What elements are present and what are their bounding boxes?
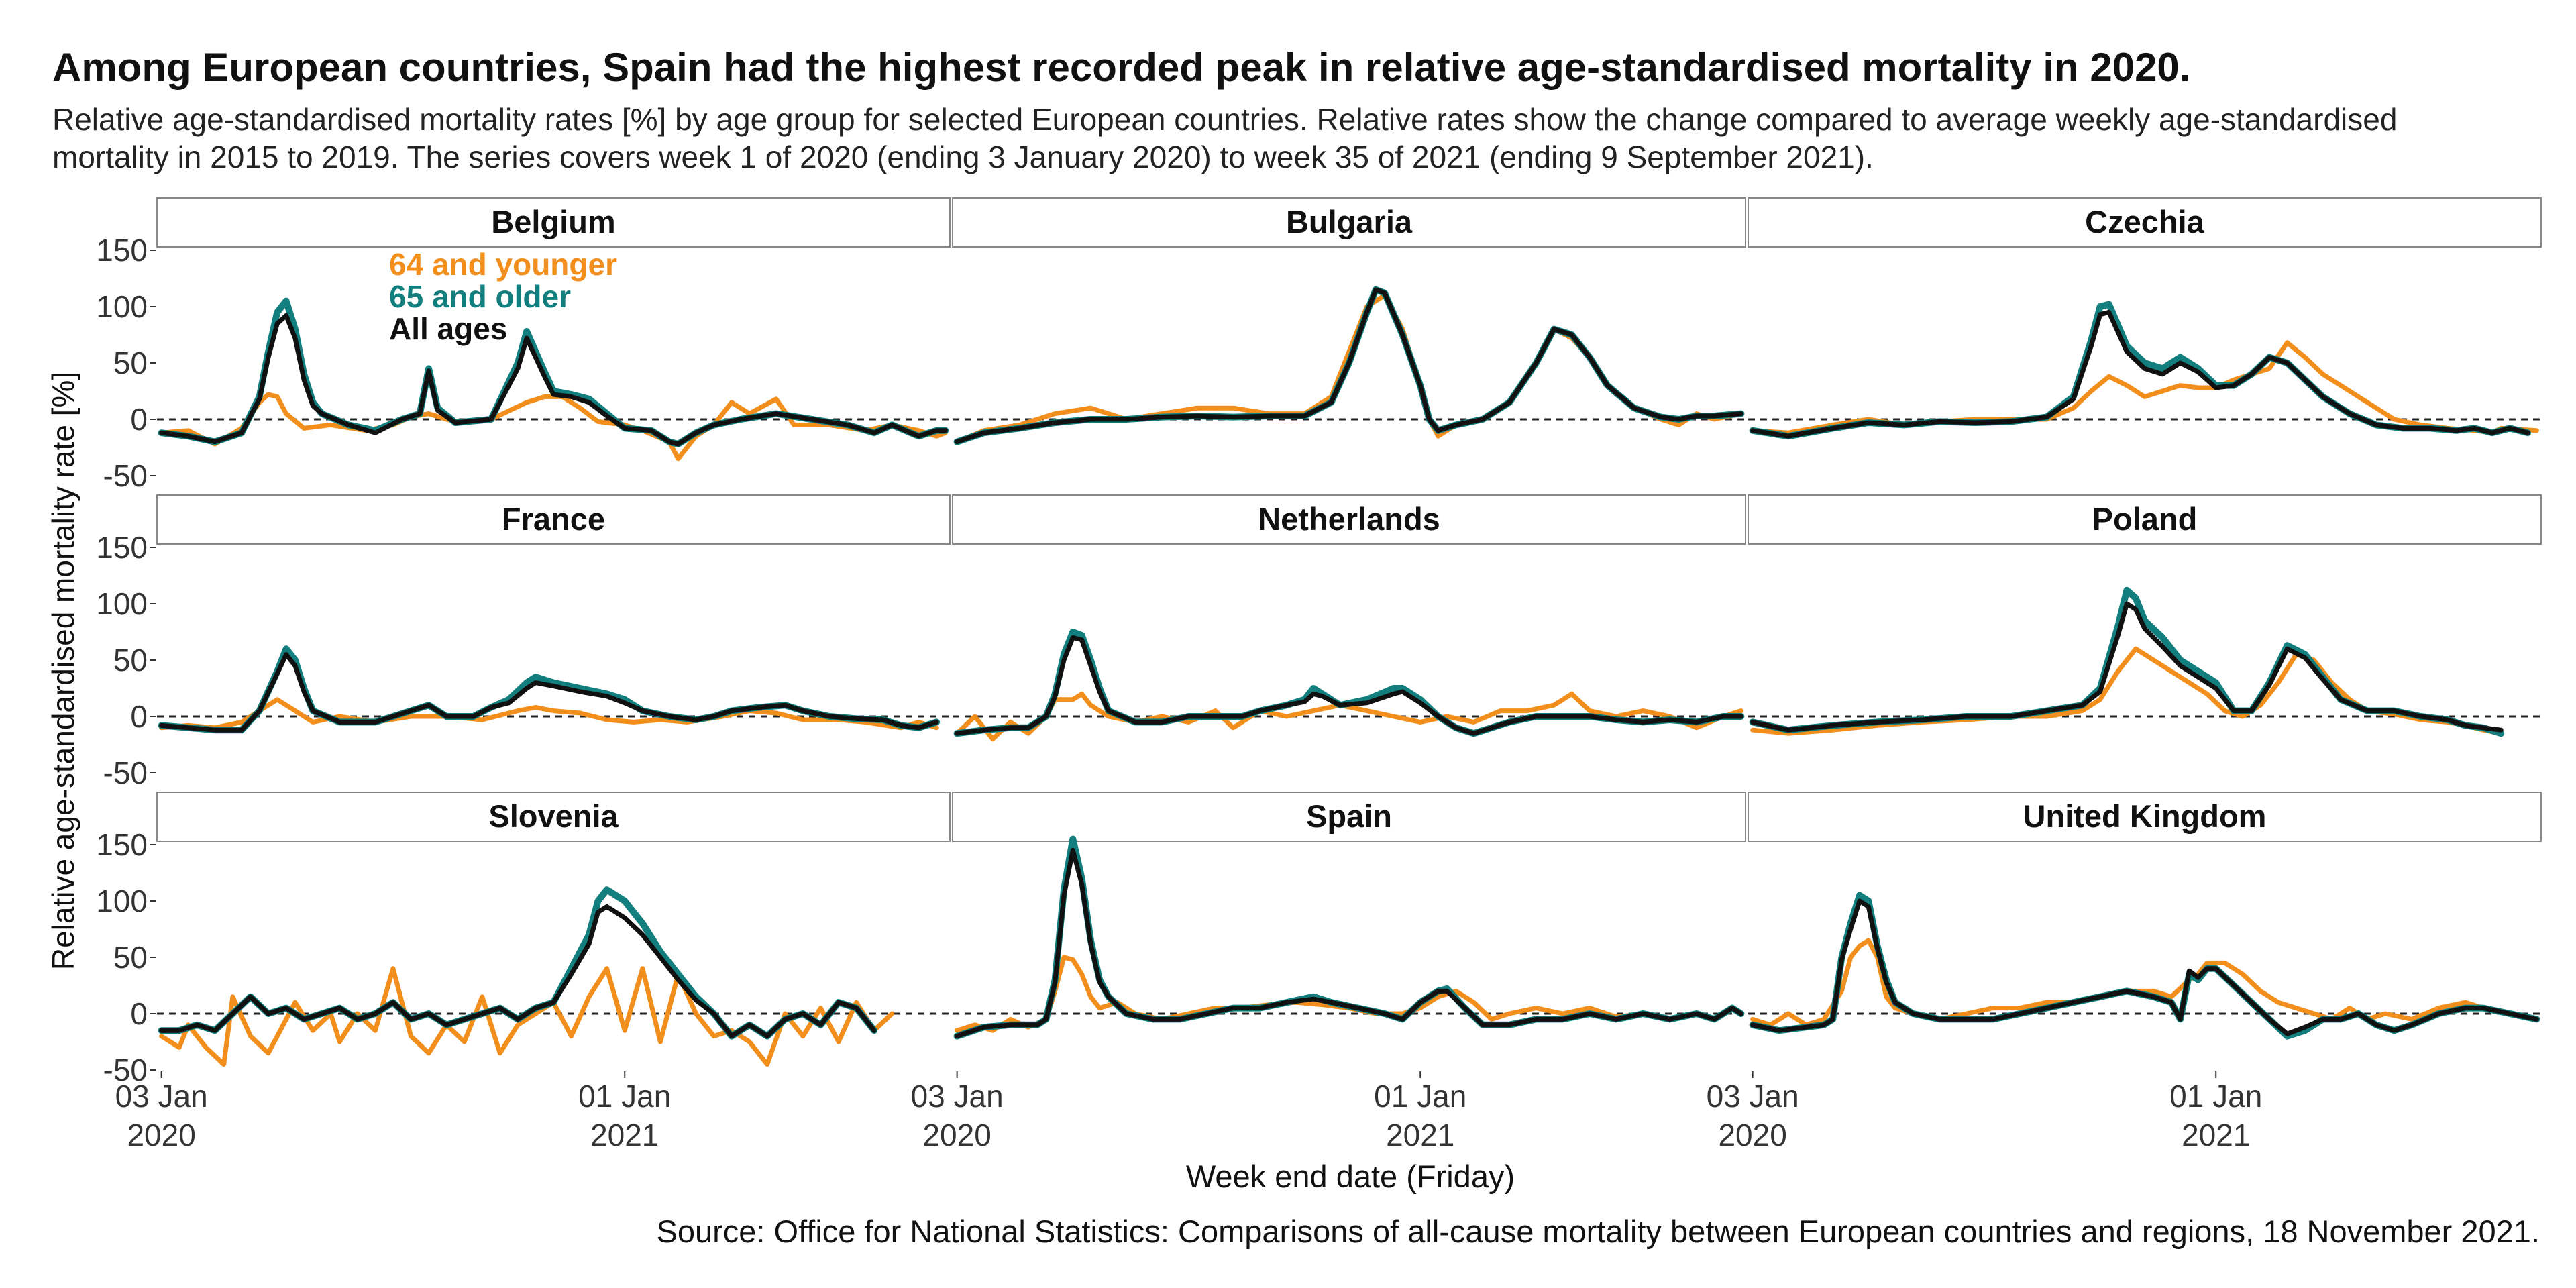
panel-belgium: Belgium -50 0 50 100 150 [96,197,951,493]
y-tick-label: 150 [96,530,148,565]
panel-header-box [1748,792,2542,842]
series-line-under65 [159,966,895,1067]
y-tick-label: 50 [113,643,148,678]
series-line-all [159,904,877,1039]
panel-czechia: Czechia [1748,197,2542,440]
x-tick-label-year: 2021 [2182,1118,2250,1152]
x-tick-label: 01 Jan [2169,1079,2262,1114]
panel-title: Belgium [491,204,615,239]
series-line-all [955,635,1743,736]
panel-header-box [952,494,1746,545]
x-tick-label-year: 2021 [590,1118,659,1152]
panel-title: Czechia [2085,204,2204,239]
source-note: Source: Office for National Statistics: … [656,1214,2540,1249]
panel-slovenia: Slovenia -50 0 50 100 150 03 Jan 2020 01 Jan 2021 [96,792,951,1152]
panel-title: Spain [1306,798,1392,834]
y-tick-label: 100 [96,289,148,324]
legend-item-all: All ages [389,311,507,346]
panel-title: Netherlands [1258,501,1440,537]
series-line-all [1750,601,2504,733]
y-tick-label: 0 [130,996,148,1031]
panel-title: United Kingdom [2023,798,2267,834]
panel-united-kingdom: United Kingdom 03 Jan 2020 01 Jan 2021 [1707,792,2542,1152]
series-line-all [159,313,948,447]
legend-item-over65: 65 and older [389,279,571,314]
series-line-under65 [1750,340,2539,435]
panel-header-box [952,197,1746,248]
panel-header-box [156,494,951,545]
y-tick-label: 50 [113,940,148,975]
x-tick-label-year: 2020 [922,1118,991,1152]
x-tick-label: 03 Jan [911,1079,1004,1114]
x-tick-label-year: 2020 [1718,1118,1786,1152]
panel-poland: Poland [1748,494,2542,737]
x-tick-label: 03 Jan [115,1079,208,1114]
y-tick-label: 0 [130,699,148,734]
series-line-all [1750,309,2530,439]
series-line-all [159,652,939,733]
series-line-all [955,847,1743,1039]
chart-subtitle: Relative age-standardised mortality rate… [52,102,2398,174]
y-tick-label: -50 [103,755,148,790]
y-axis-title: Relative age-standardised mortality rate… [46,372,80,970]
x-axis-title: Week end date (Friday) [1186,1159,1515,1194]
series-line-all [1750,898,2539,1036]
panel-header-box [1748,494,2542,545]
y-tick-label: -50 [103,458,148,493]
y-tick-label: 100 [96,586,148,621]
series-line-under65 [159,697,939,731]
x-tick-label: 01 Jan [578,1079,671,1114]
panel-header-box [156,197,951,248]
panel-netherlands: Netherlands [952,494,1746,742]
x-tick-label-year: 2020 [127,1118,195,1152]
x-tick-label: 03 Jan [1707,1079,1799,1114]
y-tick-label: 150 [96,233,148,268]
panel-title: France [502,501,605,537]
y-tick-label: 150 [96,827,148,862]
x-tick-label: 01 Jan [1374,1079,1466,1114]
panel-header-box [1748,197,2542,248]
panel-title: Slovenia [488,798,619,834]
y-tick-label: 0 [130,402,148,437]
panel-france: France -50 0 50 100 150 [96,494,951,790]
y-tick-label: -50 [103,1053,148,1087]
series-line-under65 [955,955,1743,1033]
series-line-all [955,287,1743,445]
panel-header-box [156,792,951,842]
y-tick-label: 50 [113,345,148,380]
panel-spain: Spain 03 Jan 2020 01 Jan 2021 [911,792,1746,1152]
series-line-under65 [159,392,948,462]
series-line-under65 [1750,938,2539,1028]
panel-bulgaria: Bulgaria [952,197,1746,445]
panel-title: Bulgaria [1286,204,1413,239]
series-line-over65 [1749,301,2532,440]
panel-header-box [952,792,1746,842]
chart-title: Among European countries, Spain had the … [52,45,2191,90]
x-tick-label-year: 2021 [1386,1118,1454,1152]
panel-title: Poland [2092,501,2198,537]
y-tick-label: 100 [96,883,148,918]
legend-item-under65: 64 and younger [389,247,617,282]
series-line-over65 [158,645,941,734]
